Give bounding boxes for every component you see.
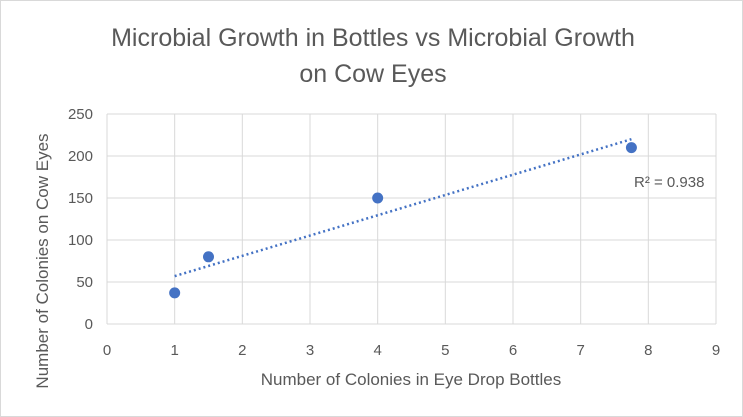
data-point-0-0	[169, 287, 181, 299]
data-point-0-1	[203, 251, 214, 263]
x-tick-label-9: 9	[712, 342, 720, 359]
x-tick-label-7: 7	[576, 342, 584, 359]
x-tick-label-0: 0	[103, 342, 111, 359]
x-tick-label-2: 2	[238, 342, 246, 359]
chart-title-line-2: on Cow Eyes	[299, 60, 446, 88]
x-axis-title: Number of Colonies in Eye Drop Bottles	[261, 370, 561, 389]
y-tick-label-1: 50	[76, 274, 93, 291]
y-axis-title: Number of Colonies on Cow Eyes	[33, 133, 52, 388]
chart-title-line-1: Microbial Growth in Bottles vs Microbial…	[111, 24, 635, 52]
x-tick-label-6: 6	[509, 342, 517, 359]
y-tick-label-0: 0	[85, 316, 93, 333]
y-tick-label-5: 250	[68, 106, 93, 123]
x-tick-label-5: 5	[441, 342, 449, 359]
data-point-0-2	[372, 192, 384, 204]
y-tick-label-2: 100	[68, 232, 93, 249]
data-points	[169, 142, 637, 299]
x-tick-label-4: 4	[373, 342, 381, 359]
y-tick-label-3: 150	[68, 190, 93, 207]
x-tick-label-8: 8	[644, 342, 652, 359]
trendline-group	[174, 138, 632, 278]
gridlines	[106, 113, 717, 325]
tick-labels: 0 1 2 3 4 5 6 7 8 9 0 50 100 150 200 250	[68, 106, 720, 359]
x-tick-label-3: 3	[306, 342, 314, 359]
y-tick-label-4: 200	[68, 148, 93, 165]
trendline	[174, 138, 632, 278]
x-tick-label-1: 1	[170, 342, 178, 359]
data-point-0-3	[625, 142, 637, 154]
r-squared-label: R² = 0.938	[634, 174, 704, 191]
